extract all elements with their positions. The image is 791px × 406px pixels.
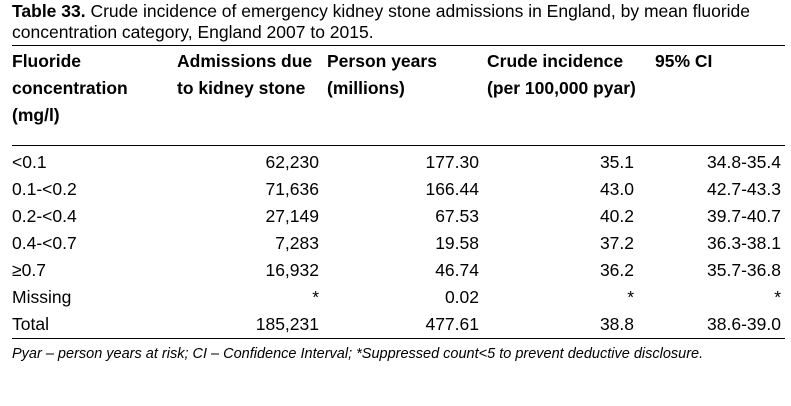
cell-crude-incidence: 40.2	[599, 206, 634, 226]
cell-person-years: 46.74	[435, 260, 479, 280]
cell-fluoride-category: 0.2-<0.4	[12, 206, 77, 226]
cell-admissions: 62,230	[265, 152, 319, 172]
cell-95-ci: 35.7-36.8	[707, 260, 781, 280]
cell-fluoride-category: <0.1	[12, 152, 47, 172]
cell-person-years: 19.58	[435, 233, 479, 253]
table-row: Missing * 0.02 * *	[12, 284, 785, 311]
cell-person-years: 67.53	[435, 206, 479, 226]
fluoride-incidence-table: Fluoride concentration (mg/l) Admissions…	[12, 45, 785, 338]
cell-admissions: 16,932	[265, 260, 319, 280]
cell-crude-incidence: *	[627, 287, 634, 307]
cell-fluoride-category: Missing	[12, 287, 72, 307]
cell-admissions: 27,149	[265, 206, 319, 226]
cell-95-ci: 38.6-39.0	[707, 314, 781, 334]
cell-crude-incidence: 36.2	[599, 260, 634, 280]
cell-admissions: *	[312, 287, 319, 307]
header-admissions: Admissions due to kidney stone	[177, 51, 313, 98]
cell-fluoride-category: ≥0.7	[12, 260, 46, 280]
cell-fluoride-category: 0.1-<0.2	[12, 179, 77, 199]
cell-fluoride-category: Total	[12, 314, 49, 334]
cell-fluoride-category: 0.4-<0.7	[12, 233, 77, 253]
header-95-ci: 95% CI	[655, 51, 713, 71]
cell-person-years: 0.02	[444, 287, 479, 307]
table-caption-text: Crude incidence of emergency kidney ston…	[12, 1, 751, 42]
cell-crude-incidence: 43.0	[599, 179, 634, 199]
cell-95-ci: 36.3-38.1	[707, 233, 781, 253]
cell-crude-incidence: 37.2	[599, 233, 634, 253]
cell-95-ci: 34.8-35.4	[707, 152, 781, 172]
table-caption: Table 33. Crude incidence of emergency k…	[12, 0, 785, 45]
cell-95-ci: 39.7-40.7	[707, 206, 781, 226]
cell-admissions: 185,231	[255, 314, 319, 334]
cell-person-years: 477.61	[425, 314, 479, 334]
table-row: <0.1 62,230 177.30 35.1 34.8-35.4	[12, 146, 785, 177]
table-header-row: Fluoride concentration (mg/l) Admissions…	[12, 45, 785, 146]
table-row: 0.1-<0.2 71,636 166.44 43.0 42.7-43.3	[12, 176, 785, 203]
cell-admissions: 7,283	[275, 233, 319, 253]
table-container: Fluoride concentration (mg/l) Admissions…	[12, 45, 785, 338]
header-person-years: Person years (millions)	[327, 51, 437, 98]
cell-person-years: 177.30	[425, 152, 479, 172]
cell-person-years: 166.44	[425, 179, 479, 199]
cell-95-ci: 42.7-43.3	[707, 179, 781, 199]
cell-crude-incidence: 38.8	[599, 314, 634, 334]
table-footnote: Pyar – person years at risk; CI – Confid…	[12, 338, 785, 366]
cell-crude-incidence: 35.1	[599, 152, 634, 172]
cell-admissions: 71,636	[265, 179, 319, 199]
table-row: 0.4-<0.7 7,283 19.58 37.2 36.3-38.1	[12, 230, 785, 257]
table-total-row: Total 185,231 477.61 38.8 38.6-39.0	[12, 311, 785, 338]
table-caption-label: Table 33.	[12, 1, 86, 21]
header-crude-incidence: Crude incidence (per 100,000 pyar)	[487, 51, 636, 98]
table-row: ≥0.7 16,932 46.74 36.2 35.7-36.8	[12, 257, 785, 284]
cell-95-ci: *	[774, 287, 781, 307]
header-fluoride-concentration: Fluoride concentration (mg/l)	[12, 51, 128, 125]
table-row: 0.2-<0.4 27,149 67.53 40.2 39.7-40.7	[12, 203, 785, 230]
